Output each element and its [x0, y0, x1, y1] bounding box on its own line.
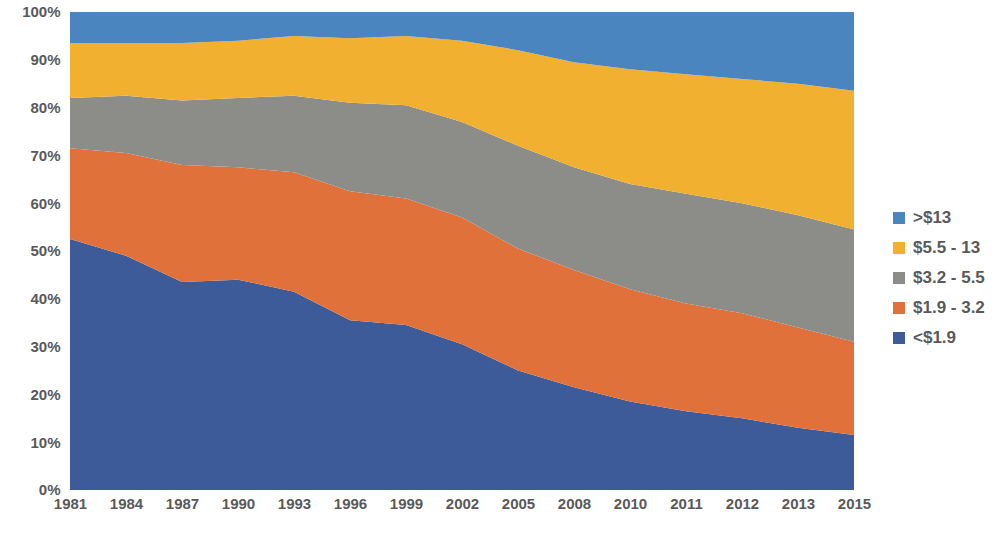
svg-text:1990: 1990 [222, 495, 255, 512]
svg-text:2011: 2011 [670, 495, 703, 512]
html-text:$1.9 - 3.2: $1.9 - 3.2 [913, 298, 985, 317]
svg-text:2005: 2005 [502, 495, 535, 512]
svg-text:90%: 90% [30, 51, 60, 68]
svg-text:70%: 70% [30, 147, 60, 164]
html-text:>$13: >$13 [913, 208, 952, 227]
svg-text:10%: 10% [30, 434, 60, 451]
svg-text:80%: 80% [30, 99, 60, 116]
svg-text:60%: 60% [30, 195, 60, 212]
svg-text:2002: 2002 [446, 495, 479, 512]
svg-text:1999: 1999 [390, 495, 423, 512]
svg-text:2008: 2008 [558, 495, 591, 512]
html-text:<$1.9: <$1.9 [913, 328, 956, 347]
svg-text:30%: 30% [30, 338, 60, 355]
svg-text:1996: 1996 [334, 495, 367, 512]
svg-text:2010: 2010 [614, 495, 647, 512]
svg-text:50%: 50% [30, 242, 60, 259]
svg-text:1993: 1993 [278, 495, 311, 512]
svg-text:0%: 0% [38, 481, 61, 499]
svg-text:1984: 1984 [110, 495, 144, 512]
svg-text:2013: 2013 [782, 495, 815, 512]
svg-text:2012: 2012 [726, 495, 759, 512]
svg-text:40%: 40% [30, 290, 60, 307]
svg-text:2015: 2015 [838, 495, 871, 512]
svg-text:1981: 1981 [54, 495, 87, 512]
svg-text:100%: 100% [22, 3, 60, 20]
svg-text:20%: 20% [30, 386, 60, 403]
html-text:$3.2 - 5.5: $3.2 - 5.5 [913, 268, 985, 287]
svg-text:1987: 1987 [166, 495, 199, 512]
html-text:$5.5 - 13: $5.5 - 13 [913, 238, 981, 257]
